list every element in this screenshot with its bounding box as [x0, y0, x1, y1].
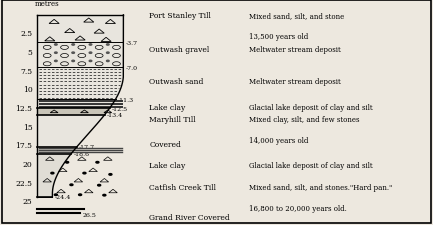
Text: 25: 25	[23, 198, 32, 205]
Polygon shape	[37, 100, 116, 109]
Circle shape	[65, 162, 68, 163]
Polygon shape	[37, 43, 123, 68]
Text: Grand River Covered: Grand River Covered	[149, 213, 230, 220]
Text: Port Stanley Till: Port Stanley Till	[149, 12, 211, 20]
Text: 5: 5	[28, 49, 32, 57]
Text: 15: 15	[23, 123, 32, 131]
Text: 16,800 to 20,000 years old.: 16,800 to 20,000 years old.	[249, 204, 347, 211]
Circle shape	[51, 173, 54, 174]
Polygon shape	[37, 68, 123, 100]
Polygon shape	[37, 154, 71, 197]
Text: 26.5: 26.5	[82, 212, 96, 217]
Text: Catfish Creek Till: Catfish Creek Till	[149, 183, 216, 191]
Text: Meltwater stream deposit: Meltwater stream deposit	[249, 78, 341, 86]
Circle shape	[83, 173, 86, 174]
Circle shape	[109, 174, 112, 176]
Polygon shape	[37, 147, 77, 154]
Circle shape	[97, 184, 100, 186]
Text: Mixed sand, silt, and stone: Mixed sand, silt, and stone	[249, 12, 344, 20]
Text: Mixed sand, silt, and stones."Hard pan.": Mixed sand, silt, and stones."Hard pan."	[249, 183, 392, 191]
Circle shape	[55, 194, 57, 196]
Circle shape	[55, 45, 57, 46]
Circle shape	[72, 61, 74, 62]
Circle shape	[55, 61, 57, 62]
Text: Meltwater stream deposit: Meltwater stream deposit	[249, 46, 341, 54]
Text: 13,500 years old: 13,500 years old	[249, 33, 308, 40]
Circle shape	[103, 194, 106, 196]
Text: -7.0: -7.0	[126, 65, 138, 70]
Text: Mixed clay, silt, and few stones: Mixed clay, silt, and few stones	[249, 116, 359, 124]
Text: Outwash sand: Outwash sand	[149, 78, 204, 86]
Circle shape	[107, 53, 109, 54]
Text: -3.7: -3.7	[126, 41, 138, 46]
Polygon shape	[37, 197, 52, 213]
Text: 14,000 years old: 14,000 years old	[249, 136, 308, 144]
Text: metres: metres	[35, 0, 59, 8]
Text: Lake clay: Lake clay	[149, 104, 186, 111]
Text: -13.4: -13.4	[107, 113, 123, 118]
Text: -17.7: -17.7	[79, 145, 95, 150]
Text: -11.3: -11.3	[118, 97, 134, 102]
Circle shape	[78, 194, 81, 196]
Circle shape	[89, 61, 92, 62]
Text: -18.6: -18.6	[73, 151, 89, 156]
Text: -24.4: -24.4	[55, 195, 71, 200]
Text: -12.5: -12.5	[112, 106, 128, 111]
Circle shape	[107, 45, 109, 46]
Polygon shape	[37, 16, 123, 43]
Text: Covered: Covered	[149, 141, 181, 148]
Polygon shape	[37, 109, 110, 115]
Text: 22.5: 22.5	[16, 179, 32, 187]
Circle shape	[72, 53, 74, 54]
Text: Lake clay: Lake clay	[149, 161, 186, 169]
Circle shape	[107, 61, 109, 62]
Circle shape	[89, 53, 92, 54]
Text: 2.5: 2.5	[20, 30, 32, 38]
Text: 17.5: 17.5	[16, 142, 32, 150]
Circle shape	[96, 162, 99, 163]
Text: 7.5: 7.5	[20, 68, 32, 75]
Text: Glacial lake deposit of clay and silt: Glacial lake deposit of clay and silt	[249, 161, 373, 169]
Text: 20: 20	[23, 160, 32, 168]
Polygon shape	[37, 115, 105, 147]
Text: 12.5: 12.5	[16, 105, 32, 112]
Circle shape	[89, 45, 92, 46]
Circle shape	[70, 184, 73, 186]
Circle shape	[72, 45, 74, 46]
Circle shape	[55, 53, 57, 54]
Text: 10: 10	[23, 86, 32, 94]
Text: Outwash gravel: Outwash gravel	[149, 46, 210, 54]
Text: Maryhill Till: Maryhill Till	[149, 116, 196, 124]
Text: Glacial lake deposit of clay and silt: Glacial lake deposit of clay and silt	[249, 104, 373, 111]
